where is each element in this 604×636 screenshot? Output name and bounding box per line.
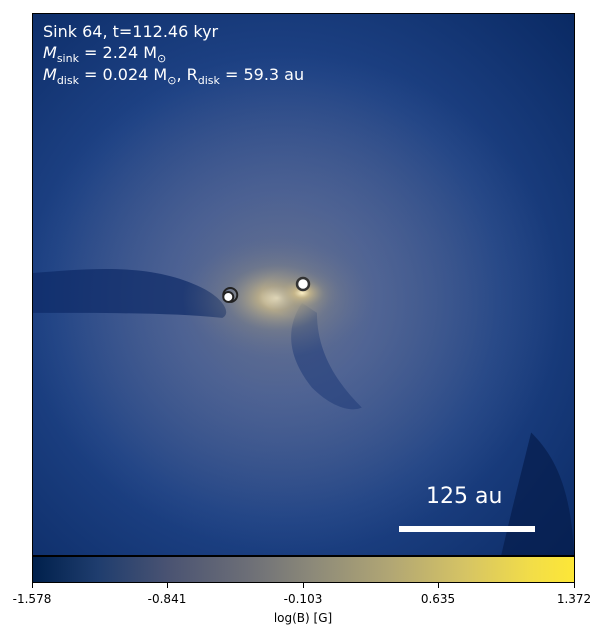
disk-info-line: Mdisk = 0.024 M⊙, Rdisk = 59.3 au <box>43 65 305 88</box>
colorbar-tick-label: -0.103 <box>283 592 323 606</box>
sink-marker-1 <box>295 276 311 292</box>
colorbar-tick-label: -0.841 <box>147 592 187 606</box>
colorbar-tick-label: 0.635 <box>420 592 456 606</box>
colorbar-tick-label: -1.578 <box>12 592 52 606</box>
colorbar <box>32 556 575 583</box>
colorbar-tick <box>167 583 168 588</box>
colorbar-tick <box>438 583 439 588</box>
scale-bar <box>399 526 535 532</box>
sink-marker-2 <box>222 290 235 303</box>
colorbar-tick-label: 1.372 <box>556 592 592 606</box>
scale-bar-label: 125 au <box>426 484 503 509</box>
colorbar-tick <box>574 583 575 588</box>
colorbar-tick <box>32 583 33 588</box>
field-panel: Sink 64, t=112.46 kyr Msink = 2.24 M⊙ Md… <box>32 13 575 556</box>
colorbar-label: log(B) [G] <box>273 611 333 625</box>
sink-info-line: Sink 64, t=112.46 kyr <box>43 22 219 41</box>
magnetic-field-image <box>33 14 574 555</box>
sink-mass-line: Msink = 2.24 M⊙ <box>43 43 167 66</box>
colorbar-tick <box>303 583 304 588</box>
